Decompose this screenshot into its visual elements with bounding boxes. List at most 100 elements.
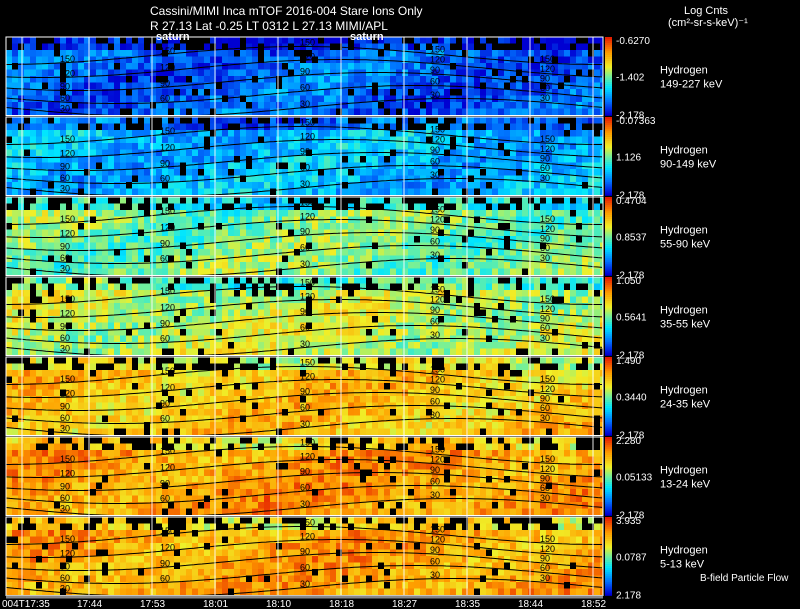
heatmap-cell — [258, 203, 264, 210]
heatmap-cell — [18, 223, 24, 230]
heatmap-cell — [558, 242, 564, 249]
heatmap-cell — [462, 43, 468, 50]
heatmap-cell — [390, 203, 396, 210]
colorbar-step — [605, 93, 612, 97]
heatmap-cell — [120, 309, 126, 316]
heatmap-cell — [600, 169, 603, 176]
heatmap-cell — [516, 255, 522, 262]
heatmap-cell — [162, 50, 168, 57]
colorbar-step — [605, 52, 612, 55]
heatmap-cell — [342, 123, 348, 130]
heatmap-cell — [150, 290, 156, 297]
heatmap-cell — [468, 262, 474, 269]
heatmap-cell — [300, 229, 306, 236]
heatmap-cell — [462, 50, 468, 57]
heatmap-cell — [288, 162, 294, 169]
heatmap-cell — [312, 182, 318, 189]
heatmap-cell — [78, 37, 84, 44]
heatmap-cell — [414, 156, 420, 163]
heatmap-cell — [432, 249, 438, 256]
heatmap-cell — [420, 108, 426, 115]
heatmap-cell — [156, 255, 162, 262]
heatmap-cell — [588, 89, 594, 96]
heatmap-cell — [138, 117, 144, 124]
heatmap-cell — [198, 296, 204, 303]
heatmap-cell — [24, 210, 30, 217]
contour-label: 150 — [430, 205, 445, 215]
heatmap-cell — [378, 197, 384, 204]
heatmap-cell — [126, 188, 132, 195]
heatmap-cell — [252, 143, 258, 150]
heatmap-cell — [162, 329, 168, 336]
heatmap-cell — [492, 188, 498, 195]
heatmap-cell — [18, 197, 24, 204]
heatmap-cell — [18, 130, 24, 137]
heatmap-cell — [36, 283, 42, 290]
heatmap-cell — [162, 216, 168, 223]
heatmap-cell — [594, 268, 600, 275]
heatmap-cell — [576, 255, 582, 262]
heatmap-cell — [366, 210, 372, 217]
heatmap-cell — [102, 262, 108, 269]
heatmap-cell — [444, 149, 450, 156]
heatmap-cell — [552, 309, 558, 316]
heatmap-cell — [258, 316, 264, 323]
heatmap-cell — [54, 229, 60, 236]
heatmap-cell — [450, 102, 456, 109]
heatmap-cell — [78, 117, 84, 124]
heatmap-cell — [24, 63, 30, 70]
heatmap-cell — [240, 123, 246, 130]
heatmap-cell — [60, 136, 66, 143]
contour-label: 90 — [300, 146, 310, 156]
heatmap-cell — [60, 236, 66, 243]
heatmap-cell — [522, 95, 528, 102]
heatmap-cell — [288, 303, 294, 310]
heatmap-cell — [348, 223, 354, 230]
heatmap-cell — [126, 216, 132, 223]
heatmap-cell — [198, 316, 204, 323]
heatmap-cell — [144, 89, 150, 96]
heatmap-cell — [150, 89, 156, 96]
heatmap-cell — [366, 188, 372, 195]
heatmap-cell — [408, 210, 414, 217]
heatmap-cell — [564, 37, 570, 44]
heatmap-cell — [468, 50, 474, 57]
heatmap-cell — [384, 156, 390, 163]
heatmap-cell — [30, 37, 36, 44]
heatmap-cell — [558, 143, 564, 150]
heatmap-cell — [432, 216, 438, 223]
heatmap-cell — [42, 303, 48, 310]
heatmap-cell — [438, 296, 444, 303]
heatmap-cell — [54, 37, 60, 44]
heatmap-cell — [282, 236, 288, 243]
heatmap-cell — [108, 316, 114, 323]
heatmap-cell — [12, 223, 18, 230]
heatmap-cell — [204, 322, 210, 329]
heatmap-cell — [318, 303, 324, 310]
heatmap-cell — [582, 89, 588, 96]
heatmap-cell — [534, 303, 540, 310]
heatmap-cell — [132, 316, 138, 323]
heatmap-cell — [576, 296, 582, 303]
heatmap-cell — [510, 175, 516, 182]
colorbar-step — [605, 175, 612, 179]
heatmap-cell — [282, 149, 288, 156]
heatmap-cell — [108, 277, 114, 284]
heatmap-cell — [306, 156, 312, 163]
heatmap-cell — [126, 262, 132, 269]
colorbar-step — [605, 169, 612, 173]
heatmap-cell — [288, 268, 294, 275]
heatmap-cell — [168, 143, 174, 150]
heatmap-cell — [558, 290, 564, 297]
heatmap-cell — [30, 95, 36, 102]
heatmap-cell — [558, 162, 564, 169]
heatmap-cell — [534, 283, 540, 290]
heatmap-cell — [390, 316, 396, 323]
heatmap-cell — [600, 123, 603, 130]
heatmap-cell — [288, 188, 294, 195]
heatmap-cell — [324, 249, 330, 256]
heatmap-cell — [414, 136, 420, 143]
heatmap-cell — [162, 37, 168, 44]
heatmap-cell — [42, 63, 48, 70]
heatmap-cell — [324, 229, 330, 236]
